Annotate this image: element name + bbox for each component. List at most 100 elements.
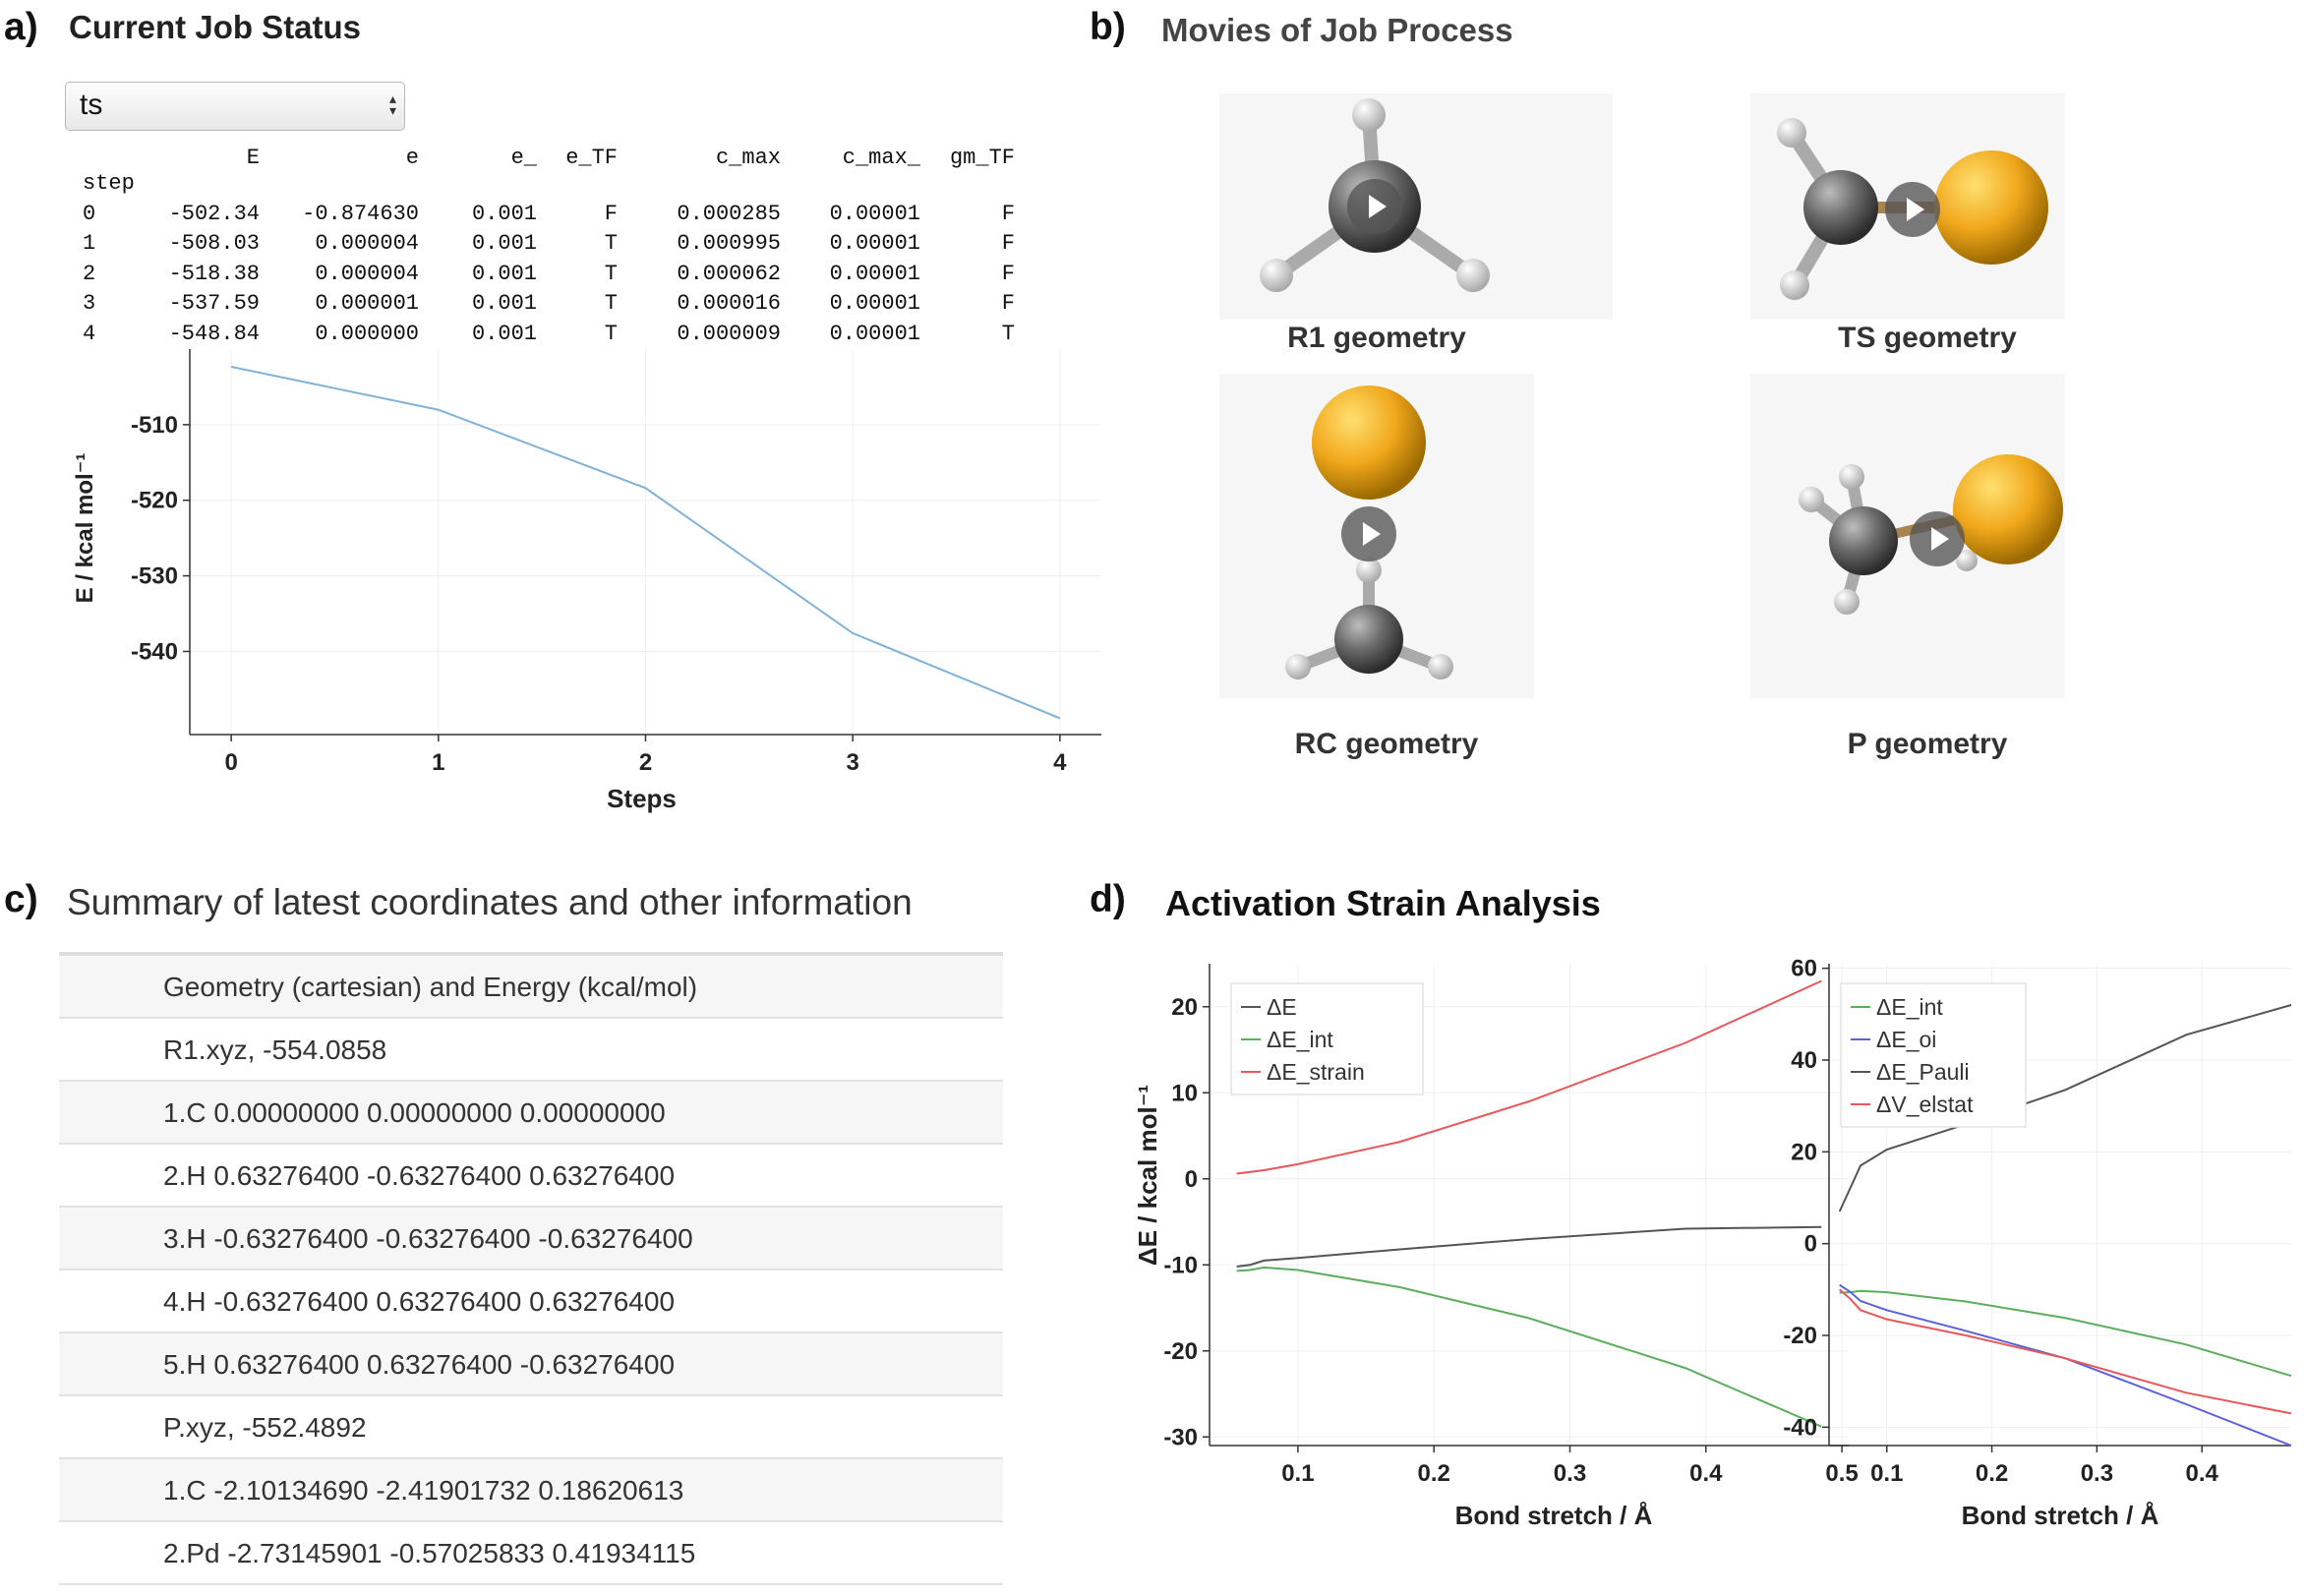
x-tick-label: 0.5 — [1825, 1460, 1858, 1487]
select-arrows-icon: ▴ ▾ — [388, 90, 396, 118]
r1-molecule-image — [1260, 98, 1490, 292]
table-cell: 0.00001 — [829, 291, 920, 316]
legend-box — [1230, 982, 1424, 1095]
column-header: e — [405, 146, 419, 170]
table-row: 4 -548.84 0.000000 0.001 T 0.000009 0.00001 T — [83, 316, 1015, 346]
column-header: gm_TF — [949, 146, 1015, 170]
table-cell: T — [604, 261, 618, 286]
y-tick-label: -40 — [1783, 1414, 1817, 1441]
table-cell: 0.001 — [471, 231, 537, 256]
y-tick-label: 0 — [1804, 1231, 1817, 1258]
legend-label: ΔE_int — [1267, 1027, 1333, 1052]
job-select-value: ts — [80, 89, 103, 121]
column-header: c_max_ — [842, 146, 920, 170]
panel-b-label: b) — [1090, 6, 1126, 48]
movie-caption: TS geometry — [1838, 322, 2017, 354]
summary-row: R1.xyz, -554.0858 — [59, 1019, 1003, 1082]
p-molecule-image — [1799, 454, 2063, 615]
job-select[interactable]: ts ▴ ▾ — [65, 82, 405, 131]
x-axis-title: Steps — [607, 784, 677, 813]
panel-c-label: c) — [4, 878, 38, 920]
rc-molecule-image — [1285, 385, 1453, 680]
y-tick-label: -530 — [131, 563, 178, 590]
x-tick-label: 0.1 — [1281, 1460, 1314, 1487]
y-tick-label: -520 — [131, 488, 178, 514]
series-line — [1236, 979, 1822, 1175]
play-icon[interactable] — [1341, 506, 1396, 562]
movie-ts[interactable] — [1750, 93, 2065, 320]
panel-a-title: Current Job Status — [69, 9, 362, 45]
table-row: 3 -537.59 0.000001 0.001 T 0.000016 0.00001 F — [83, 286, 1015, 316]
play-icon[interactable] — [1910, 511, 1965, 566]
movie-caption: R1 geometry — [1287, 322, 1466, 354]
y-tick-label: -30 — [1163, 1424, 1198, 1450]
summary-row: 2.Pd -2.73145901 -0.57025833 0.41934115 — [59, 1522, 1003, 1585]
strain-charts: 0.1 0.2 0.3 0.4 0.5 20 10 0 -10 -20 -30 ΔE ΔE_int ΔE_… — [1133, 956, 2292, 1530]
series-line — [230, 366, 1061, 720]
x-tick-label: 0.4 — [2186, 1460, 2219, 1487]
table-cell: 0.000001 — [315, 291, 419, 316]
table-cell: 0.000285 — [677, 201, 781, 226]
table-cell: 3 — [83, 291, 96, 316]
ts-molecule-image — [1777, 118, 2048, 300]
table-cell: 0.00001 — [829, 261, 920, 286]
table-cell: 0.001 — [471, 261, 537, 286]
table-cell: 4 — [83, 321, 96, 346]
table-cell: T — [604, 291, 618, 316]
table-cell: 0.00001 — [829, 231, 920, 256]
series-line — [1839, 1288, 2292, 1415]
x-tick-label: 4 — [1053, 749, 1067, 776]
y-tick-label: 0 — [1185, 1166, 1198, 1193]
legend-box — [1840, 982, 2027, 1128]
movie-rc[interactable] — [1219, 374, 1534, 698]
table-row: 2 -518.38 0.000004 0.001 T 0.000062 0.00001 F — [83, 256, 1015, 286]
energy-chart: 0 1 2 3 4 -510 -520 -530 -540 Steps E / kcal mol⁻¹ — [72, 349, 1101, 813]
table-cell: F — [604, 201, 618, 226]
table-cell: -537.59 — [168, 291, 260, 316]
x-tick-label: 1 — [432, 749, 444, 776]
panel-d-title: Activation Strain Analysis — [1165, 883, 1601, 923]
status-table: E e e_ e_TF c_max c_max_ gm_TF step 0 -50… — [83, 146, 1015, 346]
panel-b-title: Movies of Job Process — [1161, 12, 1513, 48]
movie-p[interactable] — [1750, 374, 2065, 698]
x-tick-label: 2 — [639, 749, 652, 776]
table-cell: 0.001 — [471, 201, 537, 226]
table-cell: 0.000062 — [677, 261, 781, 286]
table-cell: 0.001 — [471, 291, 537, 316]
summary-row: P.xyz, -552.4892 — [59, 1396, 1003, 1459]
summary-row: 5.H 0.63276400 0.63276400 -0.63276400 — [59, 1333, 1003, 1396]
column-header: e_TF — [565, 146, 618, 170]
x-tick-label: 0.2 — [1976, 1460, 2008, 1487]
table-row: 0 -502.34 -0.874630 0.001 F 0.000285 0.00001 F — [83, 196, 1015, 226]
legend-label: ΔE_int — [1876, 994, 1943, 1020]
index-label: step — [83, 171, 135, 196]
movie-r1[interactable] — [1219, 93, 1613, 320]
table-cell: T — [604, 231, 618, 256]
summary-row: 3.H -0.63276400 -0.63276400 -0.63276400 — [59, 1208, 1003, 1271]
y-tick-label: -10 — [1163, 1252, 1198, 1278]
table-cell: 0.000004 — [315, 261, 419, 286]
x-tick-label: 3 — [847, 749, 859, 776]
legend-label: ΔE — [1267, 994, 1297, 1020]
play-icon[interactable] — [1347, 179, 1402, 234]
x-tick-label: 0.3 — [1554, 1460, 1586, 1487]
series-line — [1236, 1225, 1822, 1268]
movie-caption: P geometry — [1847, 728, 2008, 760]
legend-label: ΔV_elstat — [1876, 1092, 1974, 1117]
summary-row: 2.H 0.63276400 -0.63276400 0.63276400 — [59, 1145, 1003, 1208]
y-tick-label: 20 — [1791, 1139, 1817, 1165]
y-tick-label: 10 — [1171, 1080, 1198, 1106]
table-cell: 0.00001 — [829, 321, 920, 346]
table-cell: 0.000000 — [315, 321, 419, 346]
x-tick-label: 0.4 — [1689, 1460, 1723, 1487]
table-cell: F — [1001, 261, 1015, 286]
table-cell: 1 — [83, 231, 96, 256]
play-icon[interactable] — [1885, 182, 1940, 237]
summary-row: 1.C -2.10134690 -2.41901732 0.18620613 — [59, 1459, 1003, 1522]
table-cell: F — [1001, 231, 1015, 256]
x-tick-label: 0.3 — [2081, 1460, 2113, 1487]
y-tick-label: -510 — [131, 412, 178, 439]
x-tick-label: 0 — [224, 749, 237, 776]
x-tick-label: 0.2 — [1418, 1460, 1450, 1487]
table-row: 1 -508.03 0.000004 0.001 T 0.000995 0.00001 F — [83, 226, 1015, 256]
